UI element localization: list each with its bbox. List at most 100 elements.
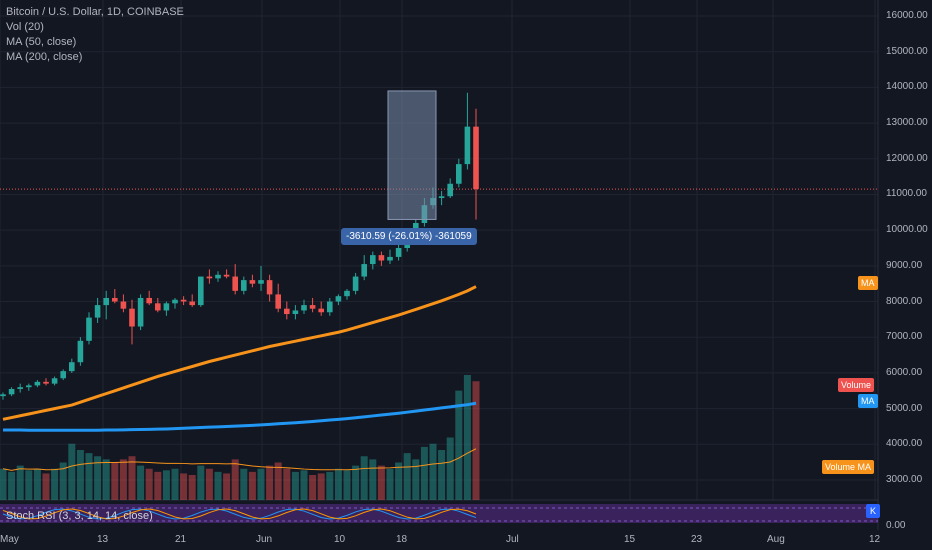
volume-bar xyxy=(283,468,291,500)
candle-body xyxy=(292,310,299,315)
volume-bar xyxy=(317,473,325,500)
ma50-indicator-label[interactable]: MA (50, close) xyxy=(6,36,77,48)
price-axis-label: 12000.00 xyxy=(886,152,928,164)
volume-bar xyxy=(309,475,317,500)
price-axis-label: 7000.00 xyxy=(886,331,923,343)
price-axis-label: 13000.00 xyxy=(886,117,928,129)
volume-bar xyxy=(188,475,196,500)
volume-bar xyxy=(291,471,299,500)
candle-body xyxy=(129,308,135,327)
price-axis-label: 11000.00 xyxy=(886,188,927,200)
candle-body xyxy=(69,362,75,372)
candle-body xyxy=(146,297,152,304)
ma200-line xyxy=(3,401,477,432)
volume-bar xyxy=(412,459,420,500)
candle-body xyxy=(77,340,84,363)
grid-lines xyxy=(0,0,879,530)
price-axis-label: 9000.00 xyxy=(886,259,923,271)
candle-body xyxy=(447,183,453,197)
vol-indicator-label[interactable]: Vol (20) xyxy=(6,21,44,33)
candle-body xyxy=(26,385,32,388)
candle-body xyxy=(43,381,49,384)
candle-body xyxy=(120,301,127,309)
symbol-title[interactable]: Bitcoin / U.S. Dollar, 1D, COINBASE xyxy=(6,6,184,18)
candle-body xyxy=(378,255,385,261)
candle-body xyxy=(215,274,221,279)
indicator-legend: Bitcoin / U.S. Dollar, 1D, COINBASE Vol … xyxy=(6,5,184,65)
volume-bar xyxy=(360,456,368,500)
volume-bar xyxy=(223,473,231,500)
time-axis-label: 21 xyxy=(175,534,187,545)
volume-bar xyxy=(369,459,377,500)
candle-body xyxy=(473,126,479,190)
volume-bar xyxy=(0,468,7,500)
volume-bar xyxy=(51,468,59,500)
time-axis-label: 23 xyxy=(691,534,703,545)
volume-bar xyxy=(429,443,437,500)
time-axis-label: 15 xyxy=(624,534,636,545)
candle-body xyxy=(163,303,170,311)
candle-body xyxy=(232,276,238,291)
candle-body xyxy=(344,290,350,297)
time-axis-label: Jun xyxy=(256,534,273,545)
volume-bar xyxy=(240,468,248,500)
candle-body xyxy=(266,280,273,295)
volume-bar xyxy=(214,471,222,500)
time-axis-label: 10 xyxy=(334,534,346,545)
candle-body xyxy=(395,248,402,257)
price-axis-label: 14000.00 xyxy=(886,81,928,93)
time-axis-label: Aug xyxy=(767,534,785,545)
time-axis-label: May xyxy=(0,534,19,545)
volume-bar xyxy=(111,462,119,500)
candle-body xyxy=(137,297,144,327)
volume-bar xyxy=(171,468,179,500)
candle-body xyxy=(249,280,256,284)
stoch-k-line xyxy=(2,508,477,520)
time-axis-label: 13 xyxy=(97,534,109,545)
volume-bar xyxy=(266,465,274,500)
stoch-d-line xyxy=(2,508,477,520)
volume-bar xyxy=(102,459,110,500)
candle-body xyxy=(284,308,290,315)
volume-bar xyxy=(446,437,454,500)
price-axis-label: 3000.00 xyxy=(886,474,923,485)
candle-body xyxy=(309,305,316,309)
candle-body xyxy=(51,378,58,384)
price-axis-label: 4000.00 xyxy=(886,438,923,450)
volume-bar xyxy=(248,471,256,500)
candle-body xyxy=(86,317,92,341)
volume-bar xyxy=(94,456,102,500)
volume-bar xyxy=(8,471,16,500)
volume-ma-line xyxy=(2,448,477,471)
volume-bar xyxy=(25,470,33,500)
volume-bar xyxy=(420,446,428,500)
volume-bar xyxy=(154,471,162,500)
candle-body xyxy=(206,276,213,279)
candle-body xyxy=(258,280,264,284)
candle-body xyxy=(172,299,178,304)
volume-bar xyxy=(463,375,471,500)
candle-body xyxy=(370,255,376,265)
volume-bar xyxy=(16,465,24,500)
candle-body xyxy=(438,196,445,199)
volume-bar xyxy=(231,459,239,500)
stoch-rsi-label[interactable]: Stoch RSI (3, 3, 14, 14, close) xyxy=(6,510,153,522)
volume-bar xyxy=(377,465,385,500)
volume-bar xyxy=(326,471,334,500)
candle-body xyxy=(387,256,393,261)
volume-bar xyxy=(85,453,93,500)
volume-bar xyxy=(42,473,50,500)
volume-bar xyxy=(386,468,394,500)
candle-body xyxy=(8,388,15,395)
volume-bar xyxy=(162,470,170,500)
price-axis-label: 16000.00 xyxy=(886,10,928,21)
volume-bar xyxy=(205,468,213,500)
candle-body xyxy=(34,381,41,386)
candle-body xyxy=(275,294,281,309)
ma200-indicator-label[interactable]: MA (200, close) xyxy=(6,51,83,63)
candle-body xyxy=(241,280,247,291)
volume-bar xyxy=(403,453,411,500)
ma50-price-tag: MA xyxy=(858,276,878,290)
